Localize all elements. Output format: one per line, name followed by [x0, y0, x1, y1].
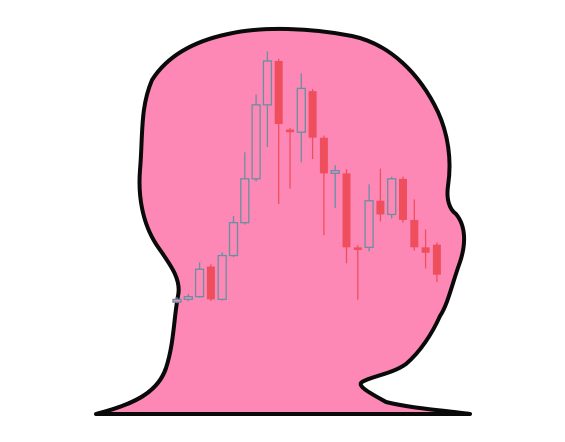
candle-up [240, 178, 250, 224]
candle-up [364, 200, 374, 248]
candle-up [296, 87, 306, 133]
candle-up [183, 295, 193, 301]
candle-up [251, 104, 261, 180]
candle-down [342, 173, 351, 248]
neck-gap-outline [95, 367, 168, 416]
candle-up [217, 254, 227, 301]
candle-down [206, 266, 215, 300]
candle-down [421, 247, 430, 253]
candle-up [330, 169, 340, 174]
candle-down [319, 137, 328, 174]
candlestick-chart [172, 51, 441, 304]
candle-down [308, 91, 317, 138]
candle-down [399, 178, 407, 220]
candle-down [432, 244, 441, 275]
candle-down [286, 129, 294, 133]
candle-up [387, 178, 397, 216]
candle-up [172, 298, 182, 303]
candle-up [194, 268, 205, 298]
candle-down [274, 61, 283, 125]
head-silhouette [94, 26, 472, 416]
candle-down [410, 219, 419, 248]
candle-up [228, 222, 239, 257]
candle-down [376, 200, 385, 215]
candle-down [353, 247, 362, 251]
candle-up [262, 60, 273, 106]
